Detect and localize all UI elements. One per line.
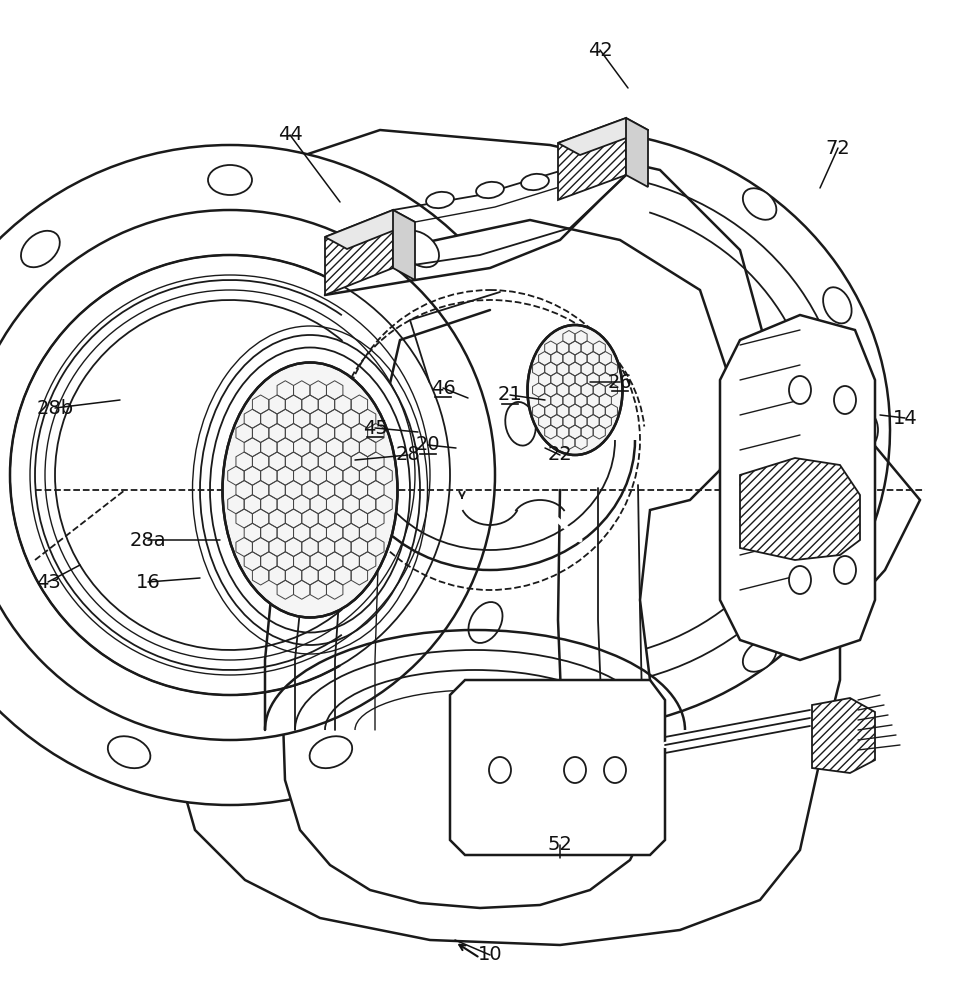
Ellipse shape bbox=[107, 736, 151, 768]
Text: 20: 20 bbox=[415, 436, 440, 454]
Circle shape bbox=[0, 210, 495, 740]
Text: 28: 28 bbox=[396, 446, 420, 464]
Text: 42: 42 bbox=[588, 40, 613, 60]
Polygon shape bbox=[393, 210, 415, 280]
Ellipse shape bbox=[310, 736, 352, 768]
Ellipse shape bbox=[834, 386, 856, 414]
Polygon shape bbox=[325, 210, 393, 295]
Ellipse shape bbox=[505, 402, 536, 446]
Text: 26: 26 bbox=[608, 372, 632, 391]
Text: 52: 52 bbox=[548, 836, 573, 854]
Ellipse shape bbox=[521, 174, 549, 190]
Text: 14: 14 bbox=[893, 408, 918, 428]
Polygon shape bbox=[812, 698, 875, 773]
Ellipse shape bbox=[564, 757, 586, 783]
Ellipse shape bbox=[789, 566, 811, 594]
Polygon shape bbox=[558, 118, 648, 155]
Ellipse shape bbox=[426, 192, 454, 208]
Ellipse shape bbox=[743, 640, 777, 672]
Circle shape bbox=[10, 255, 450, 695]
Text: 44: 44 bbox=[277, 125, 302, 144]
Circle shape bbox=[0, 145, 560, 805]
Ellipse shape bbox=[604, 757, 626, 783]
Ellipse shape bbox=[852, 411, 878, 449]
Text: 28a: 28a bbox=[129, 530, 166, 550]
Polygon shape bbox=[70, 130, 920, 945]
Text: 21: 21 bbox=[498, 385, 523, 404]
Polygon shape bbox=[450, 680, 665, 855]
Text: 10: 10 bbox=[478, 946, 503, 964]
Ellipse shape bbox=[527, 325, 622, 455]
Text: 43: 43 bbox=[35, 572, 60, 591]
Ellipse shape bbox=[743, 188, 777, 220]
Ellipse shape bbox=[400, 231, 439, 267]
Text: 28b: 28b bbox=[36, 398, 74, 418]
Ellipse shape bbox=[834, 556, 856, 584]
Polygon shape bbox=[100, 220, 730, 908]
Ellipse shape bbox=[21, 231, 59, 267]
Text: 46: 46 bbox=[431, 378, 456, 397]
Polygon shape bbox=[558, 118, 626, 200]
Polygon shape bbox=[626, 118, 648, 187]
Polygon shape bbox=[740, 458, 860, 560]
Ellipse shape bbox=[628, 701, 665, 728]
Ellipse shape bbox=[823, 537, 852, 573]
Text: 22: 22 bbox=[548, 446, 573, 464]
Ellipse shape bbox=[789, 376, 811, 404]
Circle shape bbox=[30, 275, 430, 675]
Ellipse shape bbox=[489, 757, 511, 783]
Ellipse shape bbox=[208, 165, 252, 195]
Circle shape bbox=[45, 290, 415, 660]
Ellipse shape bbox=[823, 287, 852, 323]
Ellipse shape bbox=[476, 182, 503, 198]
Text: 16: 16 bbox=[135, 572, 160, 591]
Text: 45: 45 bbox=[363, 418, 387, 438]
Text: 72: 72 bbox=[826, 138, 851, 157]
Ellipse shape bbox=[468, 602, 503, 643]
Polygon shape bbox=[325, 210, 415, 249]
Ellipse shape bbox=[222, 362, 397, 617]
Polygon shape bbox=[720, 315, 875, 660]
